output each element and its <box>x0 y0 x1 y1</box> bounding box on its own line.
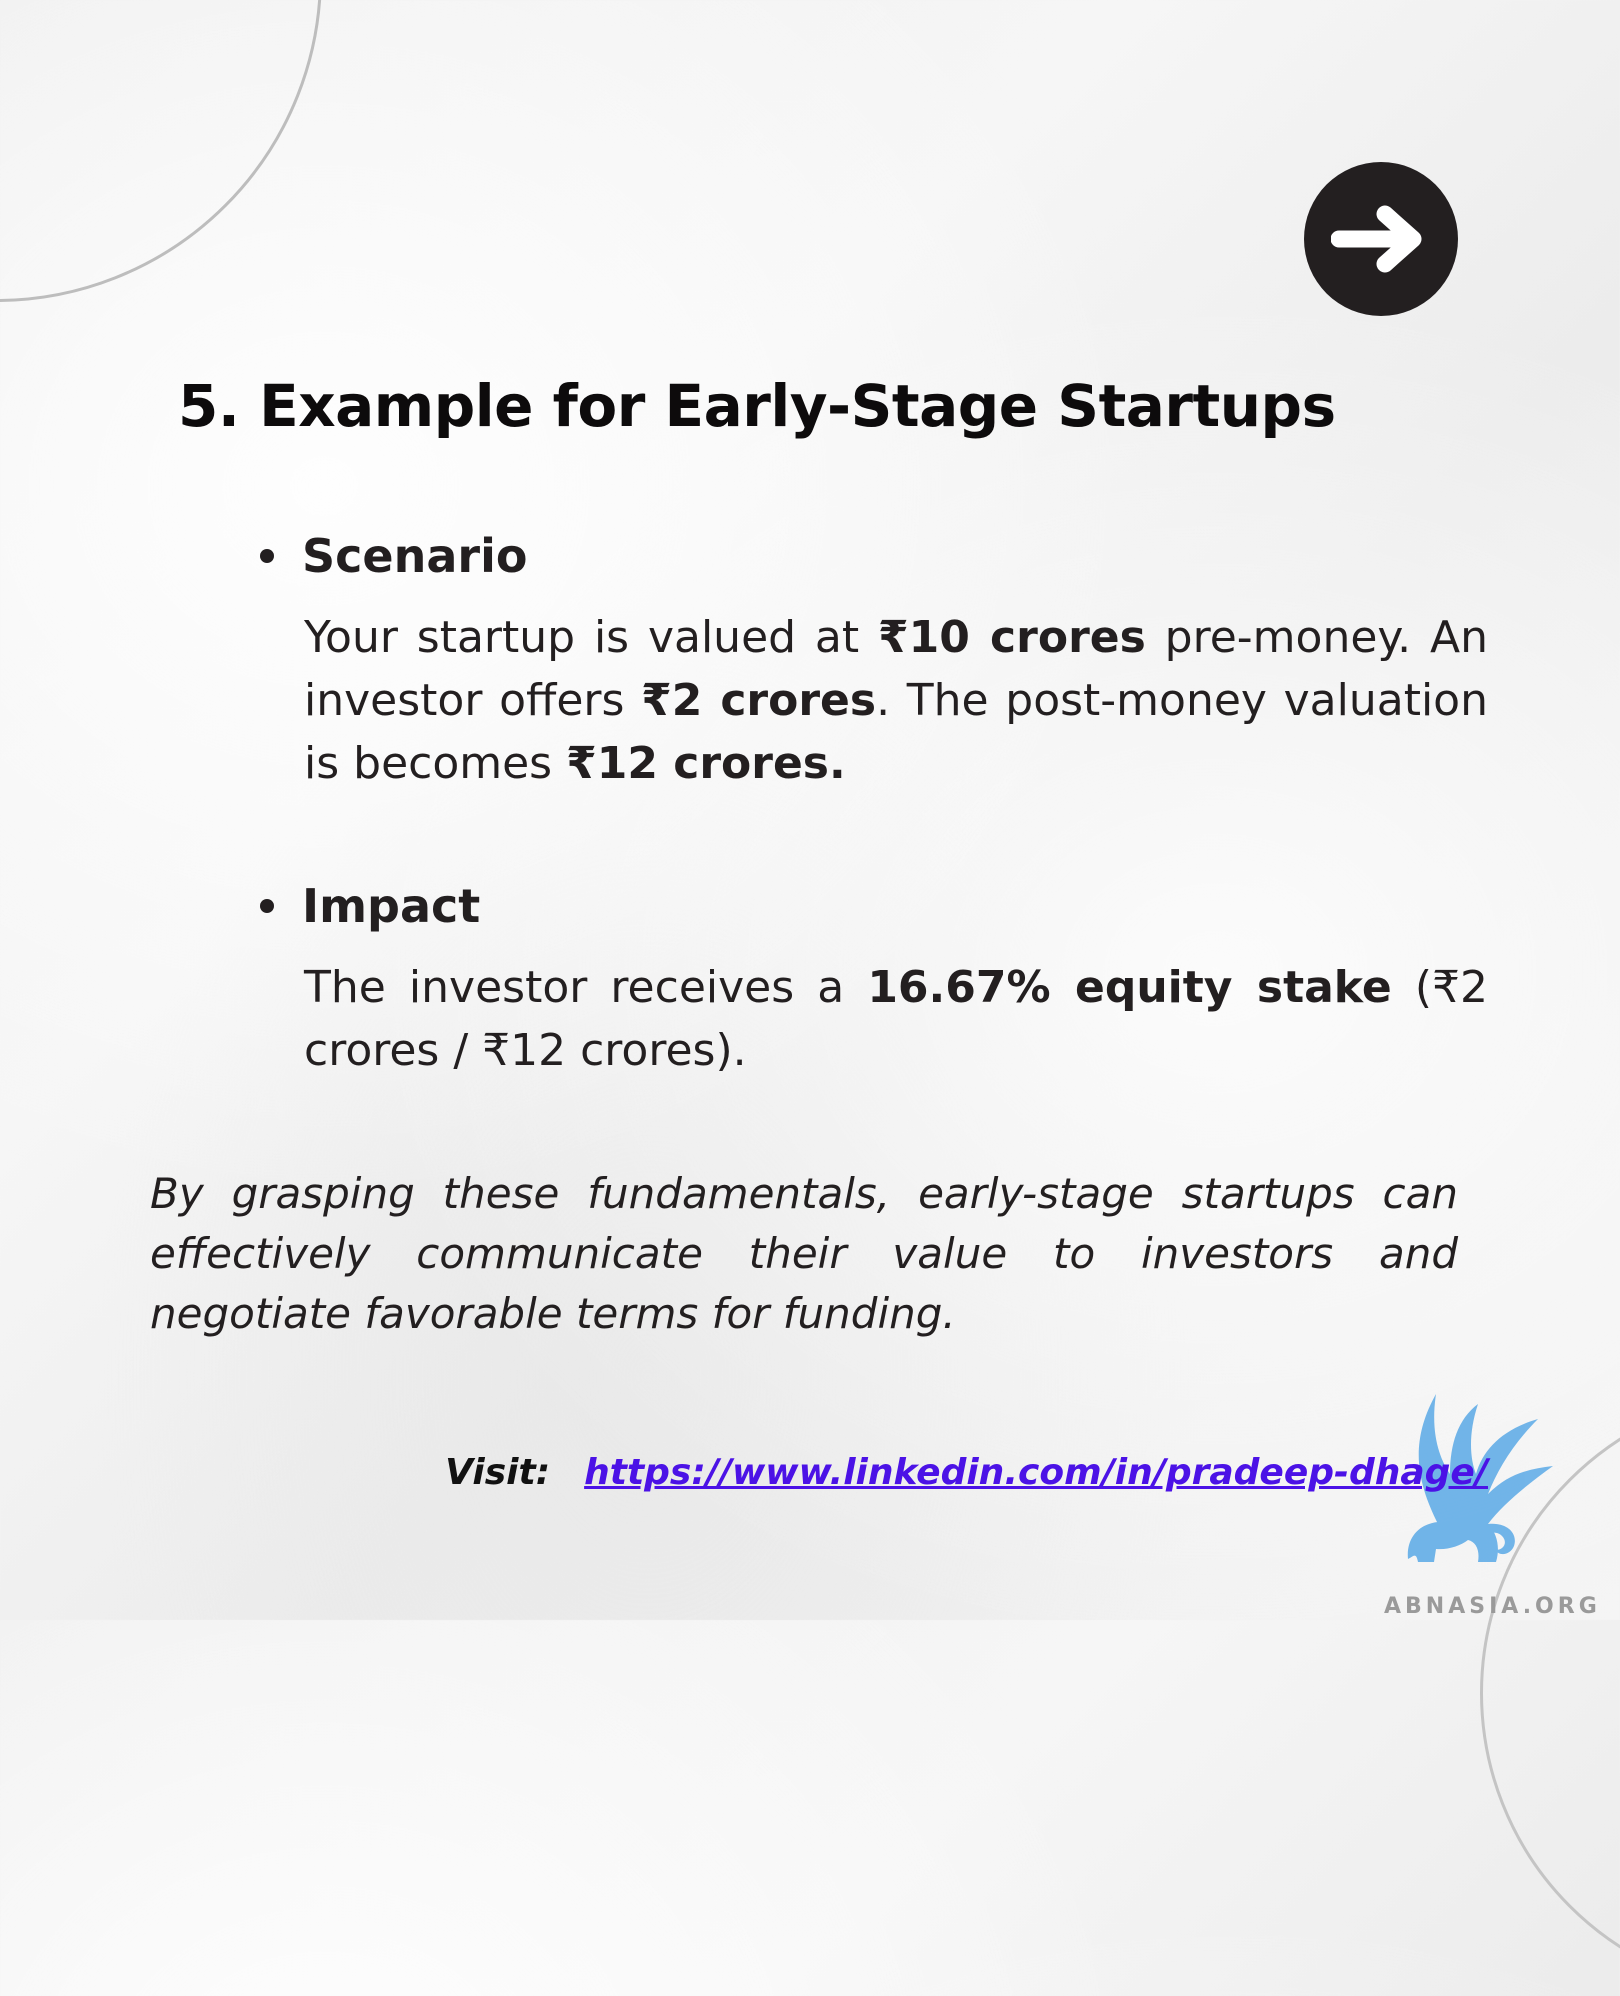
decorative-circle-top-left <box>0 0 322 302</box>
scenario-heading-label: Scenario <box>302 529 528 583</box>
visit-label: Visit: <box>445 1452 551 1493</box>
bullet-icon <box>260 899 274 913</box>
page-title: 5. Example for Early-Stage Startups <box>178 372 1336 440</box>
impact-section: Impact The investor receives a 16.67% eq… <box>258 876 1490 1082</box>
scenario-pre-money-value: ₹10 crores <box>878 612 1146 663</box>
closing-paragraph: By grasping these fundamentals, early-st… <box>150 1169 1458 1338</box>
impact-text: The investor receives a 16.67% equity st… <box>304 956 1488 1082</box>
impact-equity-stake: 16.67% equity stake <box>867 962 1392 1013</box>
winged-lion-logo <box>1407 1394 1553 1562</box>
visit-row: Visit: https://www.linkedin.com/in/pradee… <box>445 1452 1488 1493</box>
impact-text-part: The investor receives a <box>304 962 868 1013</box>
bullet-icon <box>260 549 274 563</box>
scenario-text-part: . The post-money valuation is becomes <box>304 675 1488 789</box>
scenario-text-part: Your startup is valued at <box>304 612 879 663</box>
scenario-investment-value: ₹2 crores <box>641 675 877 726</box>
impact-text-part: (₹2 crores / ₹12 crores). <box>304 962 1488 1076</box>
scenario-heading: Scenario <box>258 526 1490 586</box>
linkedin-link[interactable]: https://www.linkedin.com/in/pradeep-dhag… <box>584 1452 1488 1493</box>
scenario-text: Your startup is valued at ₹10 crores pre… <box>304 606 1488 795</box>
impact-heading-label: Impact <box>302 879 481 933</box>
scenario-post-money-value: ₹12 crores. <box>566 738 846 789</box>
arrow-right-icon <box>1331 204 1431 274</box>
scenario-text-part: pre-money. An investor offers <box>304 612 1488 726</box>
scenario-section: Scenario Your startup is valued at ₹10 c… <box>258 526 1490 795</box>
watermark-text: ABNASIA.ORG <box>1384 1594 1601 1619</box>
next-arrow-button[interactable] <box>1304 162 1458 316</box>
impact-heading: Impact <box>258 876 1490 936</box>
